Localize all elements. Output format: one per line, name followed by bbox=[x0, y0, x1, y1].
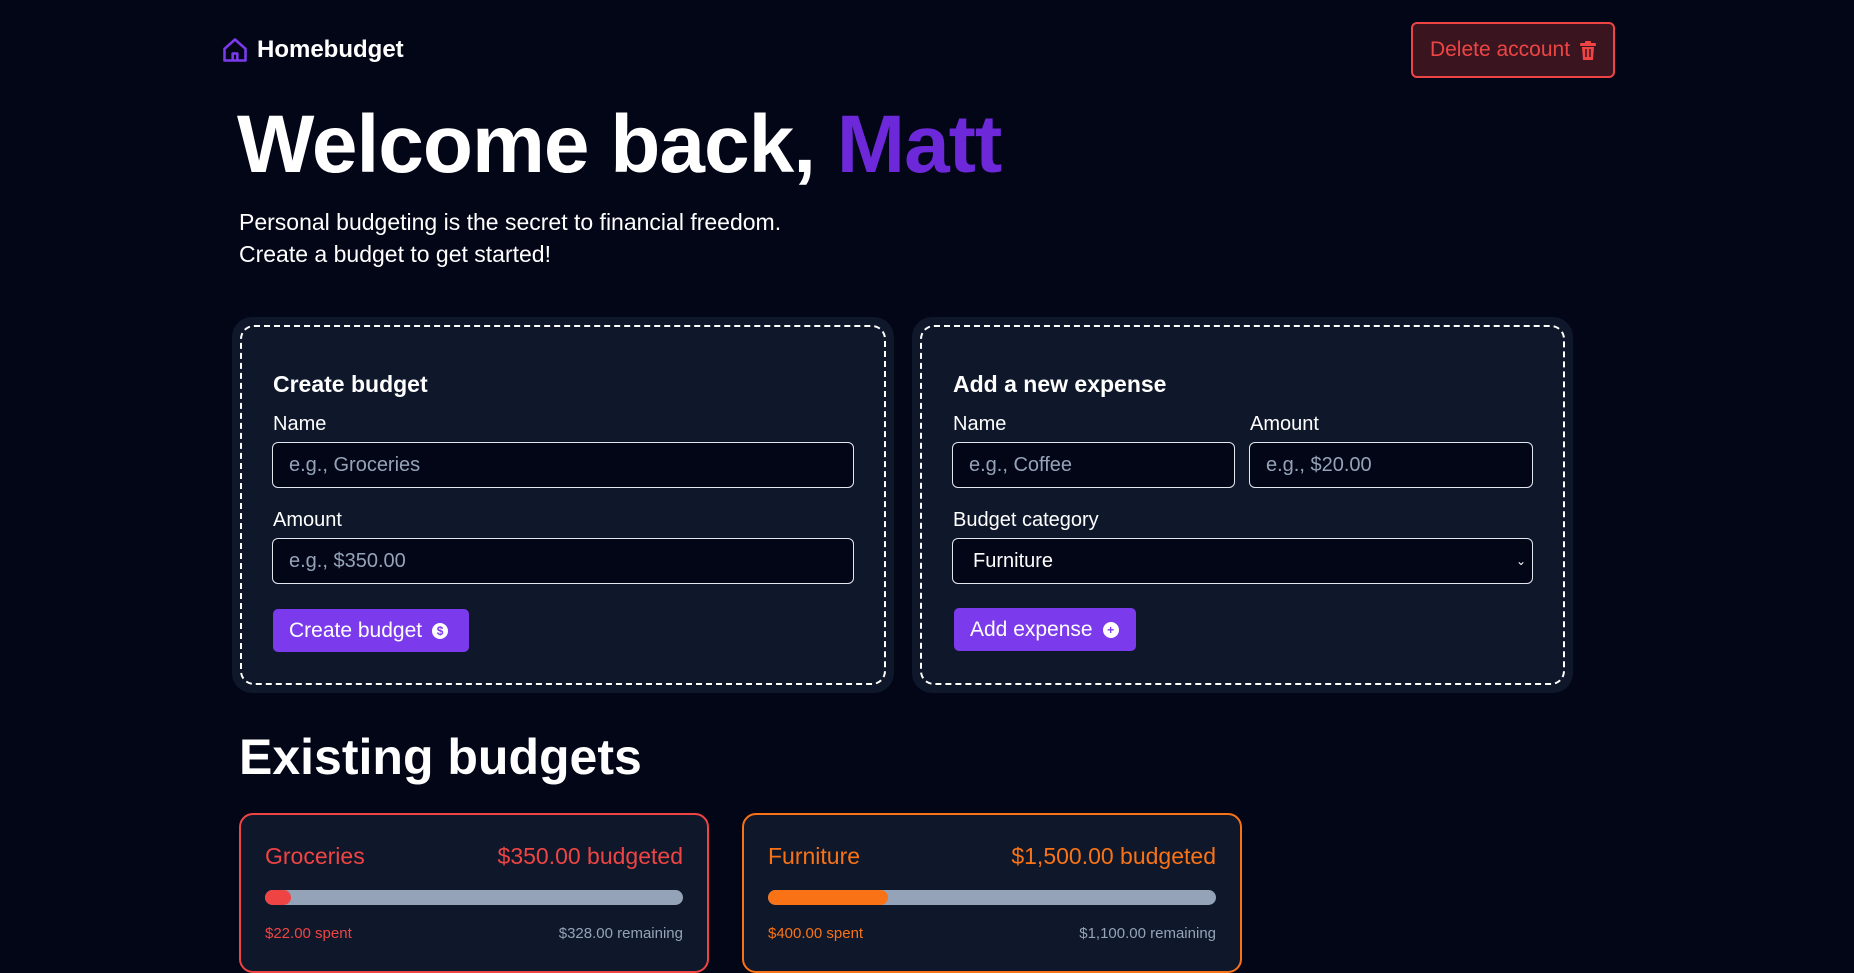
budget-spent: $400.00 spent bbox=[768, 925, 864, 942]
budget-amount-label: Amount bbox=[273, 509, 342, 531]
delete-account-button[interactable]: Delete account bbox=[1411, 22, 1615, 78]
budget-progress-fill bbox=[265, 890, 292, 905]
greeting-text: Welcome back, bbox=[237, 99, 837, 190]
add-expense-button[interactable]: Add expense + bbox=[954, 608, 1136, 651]
trash-icon bbox=[1580, 40, 1597, 60]
brand-name: Homebudget bbox=[257, 36, 404, 63]
user-name: Matt bbox=[836, 99, 1003, 190]
expense-name-input[interactable] bbox=[952, 442, 1235, 488]
expense-amount-label: Amount bbox=[1250, 413, 1319, 435]
dollar-icon: $ bbox=[432, 622, 449, 639]
expense-amount-input[interactable] bbox=[1249, 442, 1533, 488]
budget-category-label: Budget category bbox=[953, 509, 1099, 531]
budget-card[interactable]: Furniture $1,500.00 budgeted $400.00 spen… bbox=[742, 813, 1242, 973]
chevron-down-icon: ⌄ bbox=[1515, 554, 1526, 568]
budget-name: Furniture bbox=[768, 843, 861, 869]
budget-name: Groceries bbox=[265, 843, 365, 869]
plus-circle-icon: + bbox=[1102, 621, 1119, 638]
budget-spent: $22.00 spent bbox=[265, 925, 352, 942]
home-icon bbox=[223, 38, 247, 62]
budget-amount: $1,500.00 budgeted bbox=[1011, 843, 1216, 869]
create-budget-button[interactable]: Create budget $ bbox=[273, 609, 469, 652]
expense-name-label: Name bbox=[953, 413, 1007, 435]
budget-name-input[interactable] bbox=[272, 442, 854, 488]
brand-logo[interactable]: Homebudget bbox=[221, 36, 404, 64]
budget-progress-bar bbox=[768, 890, 1216, 905]
delete-account-label: Delete account bbox=[1429, 38, 1571, 61]
budget-remaining: $1,100.00 remaining bbox=[1079, 925, 1216, 942]
budget-amount: $350.00 budgeted bbox=[497, 843, 683, 869]
budget-progress-fill bbox=[768, 890, 888, 905]
budget-name-label: Name bbox=[273, 413, 327, 435]
budget-progress-bar bbox=[265, 890, 683, 905]
add-expense-title: Add a new expense bbox=[953, 371, 1167, 397]
add-expense-label: Add expense bbox=[970, 617, 1093, 641]
add-expense-form: Add a new expense Name Amount Budget cat… bbox=[912, 317, 1573, 693]
category-selected-value: Furniture bbox=[973, 549, 1054, 572]
budget-category-select[interactable]: Furniture ⌄ bbox=[952, 538, 1533, 584]
existing-budgets-title: Existing budgets bbox=[239, 729, 642, 785]
budget-remaining: $328.00 remaining bbox=[558, 925, 683, 942]
page-title: Welcome back, Matt bbox=[237, 98, 1003, 192]
create-budget-title: Create budget bbox=[273, 371, 428, 397]
intro-line-1: Personal budgeting is the secret to fina… bbox=[239, 209, 782, 235]
intro-text: Personal budgeting is the secret to fina… bbox=[239, 206, 781, 270]
budget-amount-input[interactable] bbox=[272, 538, 854, 584]
intro-line-2: Create a budget to get started! bbox=[239, 241, 551, 267]
budget-card[interactable]: Groceries $350.00 budgeted $22.00 spent $3… bbox=[239, 813, 709, 973]
create-budget-label: Create budget bbox=[289, 618, 423, 642]
create-budget-form: Create budget Name Amount Create budget … bbox=[232, 317, 894, 693]
